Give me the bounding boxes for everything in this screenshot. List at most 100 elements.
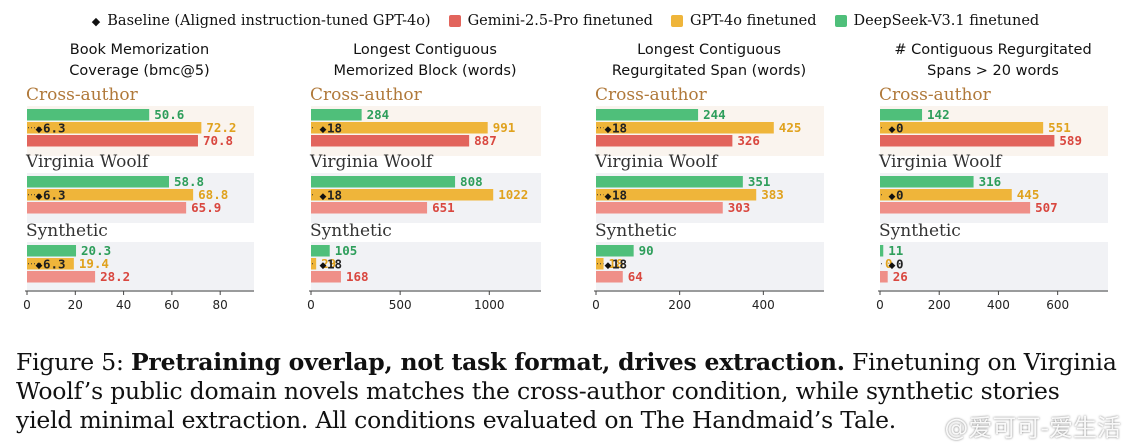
bar-gemini-2.5-pro [596,202,723,214]
bar-gemini-2.5-pro [311,202,428,214]
value-label: 1022 [498,187,528,202]
bar-gpt-4o [27,258,74,270]
x-tick-label: 40 [116,298,131,312]
bar-deepseek-v3.1 [596,176,743,188]
bar-deepseek-v3.1 [27,109,150,121]
baseline-label: 18 [327,120,342,135]
group-label: Cross-author [879,85,992,105]
bar-gpt-4o [880,122,1044,134]
deepseek-swatch [834,15,847,27]
bar-gemini-2.5-pro [596,271,623,283]
value-label: 18 [609,256,624,271]
bar-gpt-4o [880,189,1012,201]
charts-svg: Book Memorization Coverage (bmc@5) Cross-a… [23,42,1108,312]
legend-label-deepseek: DeepSeek-V3.1 finetuned [853,13,1040,29]
value-label: 551 [1048,120,1071,135]
legend-item-baseline: ◆ Baseline (Aligned instruction-tuned GP… [92,13,431,29]
legend-item-deepseek: DeepSeek-V3.1 finetuned [834,13,1040,29]
caption-bold: Pretraining overlap, not task format, dr… [130,348,845,376]
baseline-label: 18 [612,120,627,135]
baseline-marker: ◆ [605,125,612,135]
value-label: 284 [367,107,390,122]
value-label: 72.2 [206,120,236,135]
x-tick-label: 1000 [474,298,505,312]
value-label: 26 [893,269,908,284]
x-tick-label: 20 [68,298,83,312]
bar-gemini-2.5-pro [880,271,888,283]
baseline-marker: ◆ [36,261,43,271]
chart-title-4-line-2: Spans > 20 words [927,63,1059,79]
group-label: Virginia Woolf [594,152,719,172]
baseline-marker: ◆ [36,192,43,202]
chart-title-3-line-2: Regurgitated Span (words) [612,63,806,79]
baseline-label: 18 [612,187,627,202]
group-label: Cross-author [310,85,423,105]
baseline-marker: ◆ [320,192,327,202]
chart-title-3-line-1: Longest Contiguous [637,42,781,58]
value-label: 507 [1035,200,1058,215]
group-label: Virginia Woolf [25,152,150,172]
bar-gpt-4o [311,189,494,201]
x-tick-label: 500 [389,298,412,312]
baseline-label: 18 [327,187,342,202]
bar-deepseek-v3.1 [27,176,169,188]
bar-deepseek-v3.1 [880,245,884,257]
bar-deepseek-v3.1 [311,245,330,257]
legend: ◆ Baseline (Aligned instruction-tuned GP… [0,10,1131,32]
group-label: Synthetic [310,221,392,241]
bar-deepseek-v3.1 [311,109,362,121]
baseline-label: 6.3 [43,256,66,271]
value-label: 65.9 [191,200,221,215]
baseline-label: 0 [896,256,904,271]
bar-gemini-2.5-pro [880,135,1055,147]
x-tick-label: 200 [668,298,691,312]
baseline-marker: ◆ [605,261,612,271]
value-label: 808 [460,174,483,189]
legend-label-gemini: Gemini-2.5-Pro finetuned [467,13,653,29]
value-label: 244 [703,107,726,122]
value-label: 168 [346,269,369,284]
legend-label-gpt4o: GPT-4o finetuned [689,13,817,29]
chart-title-2-line-2: Memorized Block (words) [333,63,516,79]
value-label: 316 [979,174,1002,189]
chart-title-1-line-2: Coverage (bmc@5) [69,63,209,79]
bar-deepseek-v3.1 [880,176,974,188]
watermark: @爱可可-爱生活 [944,414,1121,442]
bar-gemini-2.5-pro [311,271,341,283]
bar-gpt-4o [596,258,604,270]
legend-label-baseline: Baseline (Aligned instruction-tuned GPT-… [107,13,431,29]
value-label: 28.2 [100,269,130,284]
legend-item-gemini: Gemini-2.5-Pro finetuned [448,13,653,29]
value-label: 70.8 [203,133,233,148]
baseline-label: 0 [896,120,904,135]
figure-caption: Figure 5: Pretraining overlap, not task … [16,348,1121,435]
x-tick-label: 0 [23,298,31,312]
value-label: 326 [737,133,760,148]
baseline-marker-icon: ◆ [91,14,101,28]
x-tick-label: 60 [164,298,179,312]
value-label: 90 [639,243,654,258]
legend-item-gpt4o: GPT-4o finetuned [670,13,817,29]
baseline-marker: ◆ [36,125,43,135]
bar-deepseek-v3.1 [27,245,77,257]
value-label: 383 [761,187,784,202]
value-label: 303 [728,200,751,215]
x-tick-label: 0 [307,298,315,312]
baseline-marker: ◆ [320,125,327,135]
bar-gemini-2.5-pro [27,135,198,147]
bar-gemini-2.5-pro [880,202,1031,214]
chart-title-4-line-1: # Contiguous Regurgitated [894,42,1091,58]
x-tick-label: 0 [592,298,600,312]
bar-deepseek-v3.1 [596,245,634,257]
gpt4o-swatch [670,15,683,27]
baseline-label: 0 [896,187,904,202]
group-label: Synthetic [595,221,677,241]
value-label: 11 [888,243,903,258]
baseline-label: 18 [327,256,342,271]
bar-gemini-2.5-pro [311,135,470,147]
x-tick-label: 400 [752,298,775,312]
x-tick-label: 200 [928,298,951,312]
value-label: 991 [493,120,516,135]
chart-title-2-line-1: Longest Contiguous [353,42,497,58]
value-label: 142 [927,107,950,122]
